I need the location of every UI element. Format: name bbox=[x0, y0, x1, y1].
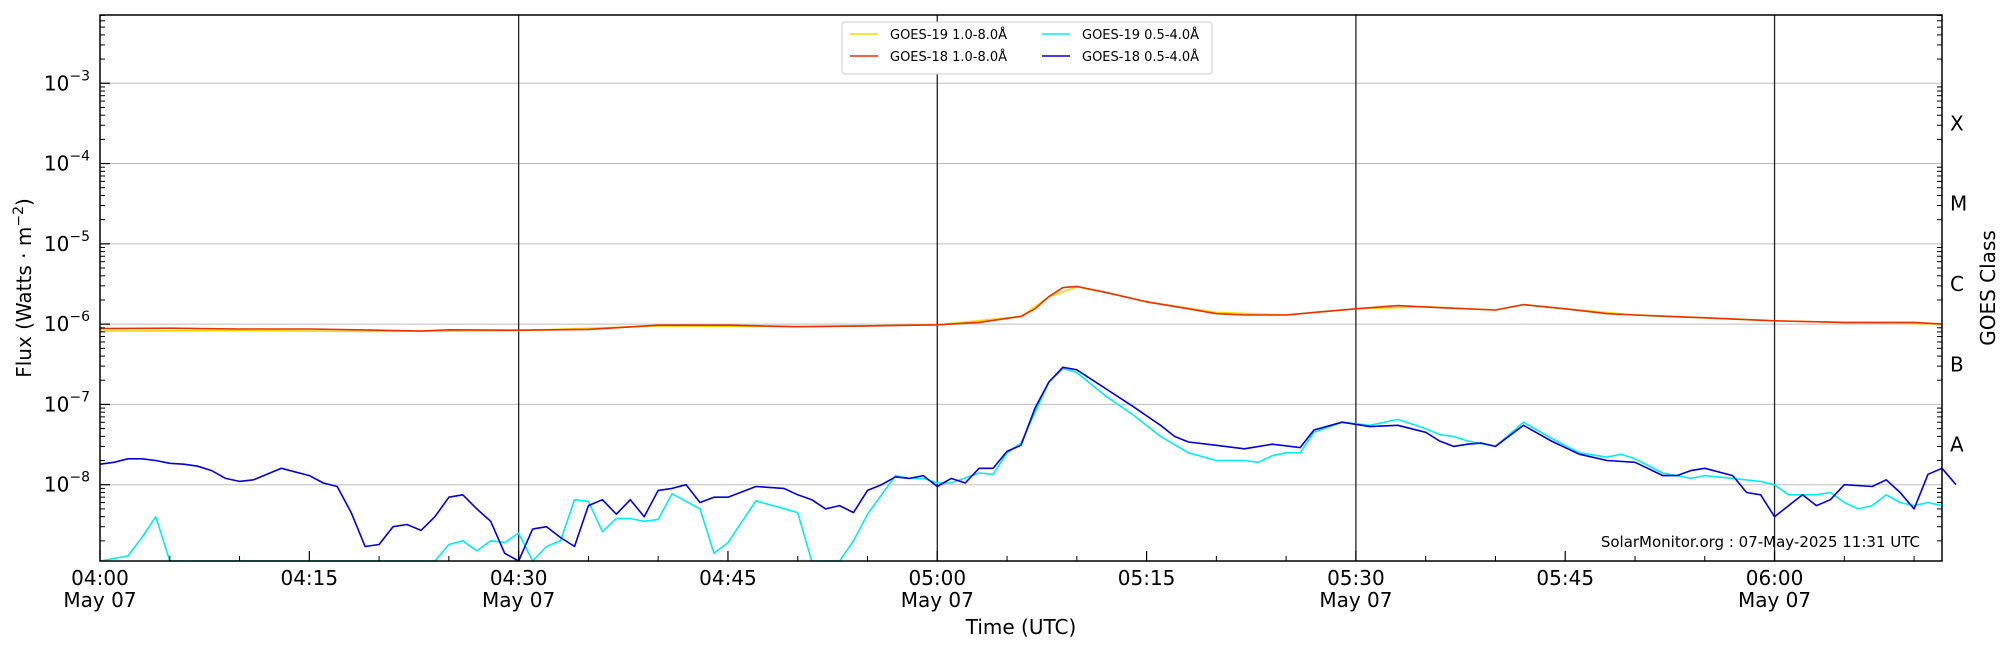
y-tick-labels: 10−8 10−7 10−6 10−5 10−4 10−3 bbox=[44, 68, 90, 496]
legend: GOES-19 1.0-8.0Å GOES-19 0.5-4.0Å GOES-18 … bbox=[841, 21, 1213, 75]
y-tick-label: 10−4 bbox=[44, 149, 90, 176]
y-axis-title: Flux (Watts · m−2) bbox=[11, 198, 36, 378]
credit-text: SolarMonitor.org : 07-May-2025 11:31 UTC bbox=[1601, 533, 1920, 551]
y-tick-label: 10−3 bbox=[44, 68, 90, 95]
goes-class-x: X bbox=[1950, 111, 1964, 135]
goes-class-c: C bbox=[1950, 272, 1964, 296]
axis-ticks bbox=[99, 14, 1942, 561]
y-tick-label: 10−7 bbox=[44, 389, 90, 416]
series-line-4 bbox=[99, 366, 1957, 562]
x-tick-date-label: May 07 bbox=[63, 588, 136, 612]
x-tick-time-label: 05:30 bbox=[1327, 566, 1385, 590]
day-markers bbox=[517, 15, 1776, 561]
legend-label-4: GOES-18 0.5-4.0Å bbox=[1082, 49, 1199, 65]
goes-class-a: A bbox=[1950, 433, 1964, 457]
legend-label-1: GOES-19 1.0-8.0Å bbox=[890, 27, 1007, 43]
x-tick-time-label: 06:00 bbox=[1746, 566, 1804, 590]
legend-label-3: GOES-19 0.5-4.0Å bbox=[1082, 27, 1199, 43]
goes-class-labels: A B C M X bbox=[1950, 111, 1967, 456]
x-tick-date-label: May 07 bbox=[1738, 588, 1811, 612]
grid-lines bbox=[100, 82, 1942, 486]
legend-box bbox=[841, 21, 1213, 75]
x-tick-time-label: 05:15 bbox=[1118, 566, 1176, 590]
goes-class-axis-title: GOES Class bbox=[1976, 230, 2000, 346]
x-tick-time-label: 05:00 bbox=[908, 566, 966, 590]
legend-label-2: GOES-18 1.0-8.0Å bbox=[890, 49, 1007, 65]
plot-frame bbox=[99, 14, 1943, 562]
x-tick-date-label: May 07 bbox=[482, 588, 555, 612]
x-tick-time-label: 05:45 bbox=[1536, 566, 1594, 590]
x-axis-title: Time (UTC) bbox=[965, 615, 1077, 639]
x-tick-time-label: 04:15 bbox=[280, 566, 338, 590]
x-tick-time-label: 04:45 bbox=[699, 566, 757, 590]
y-tick-label: 10−5 bbox=[44, 229, 90, 256]
series-lines bbox=[99, 285, 1957, 562]
series-line-1 bbox=[99, 286, 1943, 333]
x-tick-date-label: May 07 bbox=[1319, 588, 1392, 612]
goes-class-m: M bbox=[1950, 192, 1967, 216]
x-tick-time-label: 04:30 bbox=[490, 566, 548, 590]
goes-class-b: B bbox=[1950, 352, 1964, 376]
y-tick-label: 10−6 bbox=[44, 309, 90, 336]
series-line-2 bbox=[99, 285, 1943, 332]
x-tick-time-label: 04:00 bbox=[71, 566, 129, 590]
y-tick-label: 10−8 bbox=[44, 470, 90, 497]
x-tick-date-label: May 07 bbox=[901, 588, 974, 612]
